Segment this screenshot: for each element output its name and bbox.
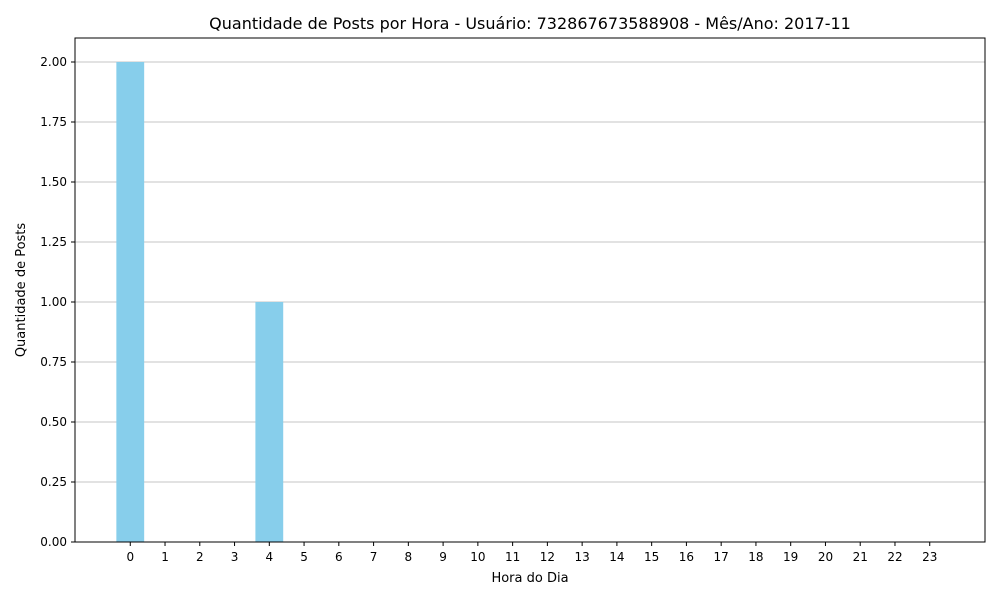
y-tick-label: 0.50 (40, 415, 67, 429)
grid-lines (75, 61, 985, 543)
bars (116, 62, 284, 542)
x-tick-label: 3 (231, 550, 239, 564)
y-axis-label: Quantidade de Posts (14, 223, 29, 358)
x-tick-label: 12 (540, 550, 555, 564)
x-tick-label: 22 (887, 550, 902, 564)
y-tick-label: 0.25 (40, 475, 67, 489)
x-tick-label: 17 (714, 550, 729, 564)
y-tick-label: 0.75 (40, 355, 67, 369)
x-tick-label: 15 (644, 550, 659, 564)
bar (255, 302, 284, 542)
y-tick-label: 2.00 (40, 55, 67, 69)
y-tick-label: 1.25 (40, 235, 67, 249)
x-tick-label: 16 (679, 550, 694, 564)
x-tick-label: 20 (818, 550, 833, 564)
x-tick-label: 2 (196, 550, 204, 564)
x-tick-label: 19 (783, 550, 798, 564)
x-axis-label: Hora do Dia (491, 571, 568, 586)
x-axis-ticks: 0 1 2 3 4 5 6 7 8 9 10 11 12 13 14 15 16 17 18 19 20 21 22 23 (126, 542, 937, 564)
bar (116, 62, 145, 542)
x-tick-label: 18 (748, 550, 763, 564)
y-tick-label: 1.00 (40, 295, 67, 309)
x-tick-label: 14 (609, 550, 624, 564)
y-tick-label: 1.50 (40, 175, 67, 189)
y-tick-label: 0.00 (40, 535, 67, 549)
plot-frame (74, 37, 986, 543)
x-tick-label: 5 (300, 550, 308, 564)
chart-title: Quantidade de Posts por Hora - Usuário: … (209, 14, 851, 33)
x-tick-label: 8 (405, 550, 413, 564)
x-tick-label: 13 (574, 550, 589, 564)
x-tick-label: 7 (370, 550, 378, 564)
y-axis-ticks: 0.00 0.25 0.50 0.75 1.00 1.25 1.50 1.75 2.00 (40, 55, 75, 549)
y-tick-label: 1.75 (40, 115, 67, 129)
x-tick-label: 11 (505, 550, 520, 564)
x-tick-label: 9 (439, 550, 447, 564)
x-tick-label: 10 (470, 550, 485, 564)
x-tick-label: 4 (265, 550, 273, 564)
x-tick-label: 6 (335, 550, 343, 564)
x-tick-label: 21 (853, 550, 868, 564)
x-tick-label: 1 (161, 550, 169, 564)
x-tick-label: 23 (922, 550, 937, 564)
x-tick-label: 0 (126, 550, 134, 564)
